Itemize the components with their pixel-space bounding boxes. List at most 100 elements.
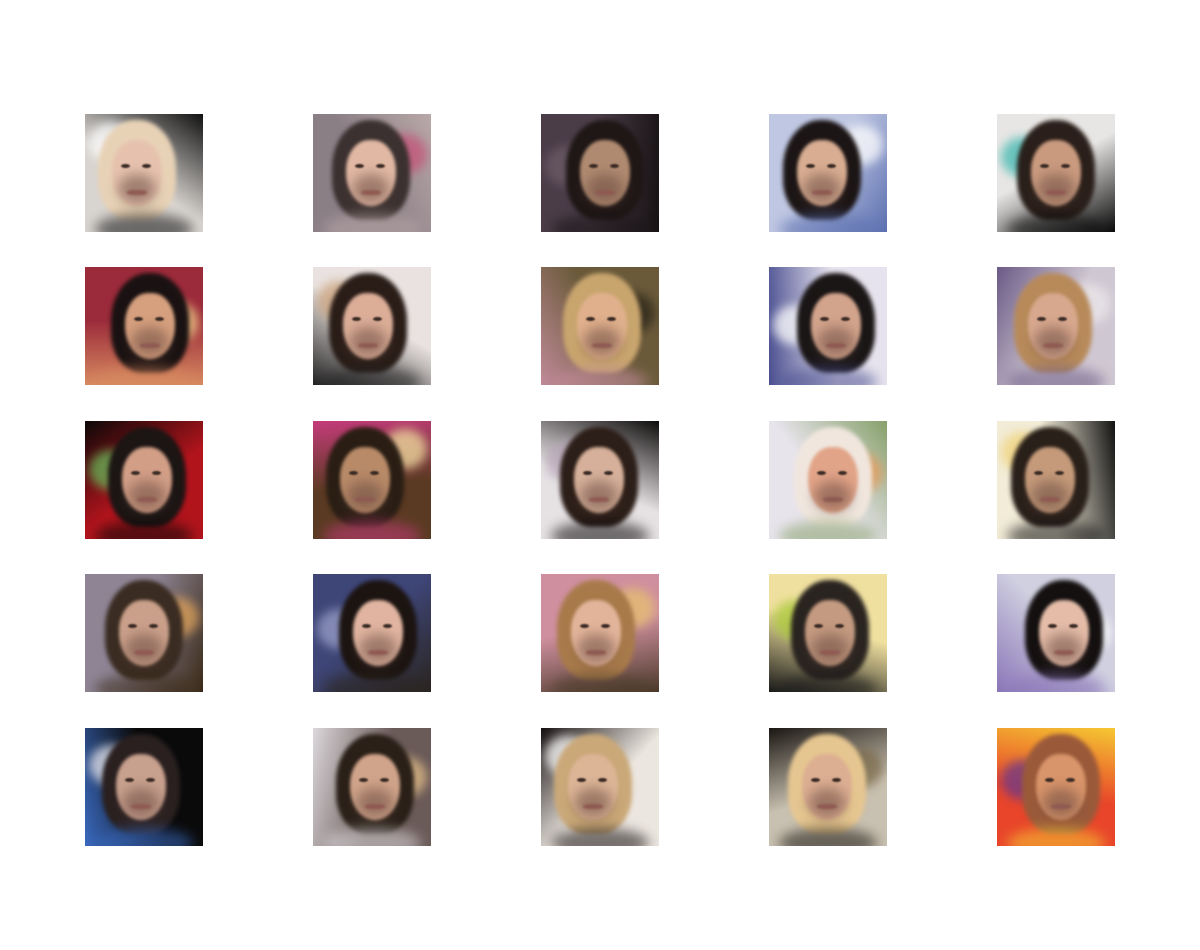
mouth bbox=[594, 190, 615, 195]
face-shadow bbox=[128, 481, 166, 511]
face-shadow bbox=[351, 174, 390, 204]
face-shadow bbox=[810, 634, 849, 664]
shoulders bbox=[779, 367, 877, 385]
mouth bbox=[1050, 804, 1071, 809]
face-shadow bbox=[131, 327, 169, 357]
shoulders bbox=[95, 214, 193, 232]
right-eye bbox=[141, 164, 151, 168]
right-eye bbox=[609, 164, 619, 168]
shoulders bbox=[551, 828, 649, 846]
shoulders bbox=[323, 214, 421, 232]
sample-r5-c4 bbox=[769, 728, 887, 846]
shoulders bbox=[95, 521, 193, 539]
left-eye bbox=[1037, 317, 1046, 321]
left-eye bbox=[359, 778, 368, 782]
left-eye bbox=[354, 164, 364, 168]
mouth bbox=[131, 804, 151, 809]
left-eye bbox=[588, 164, 598, 168]
left-eye bbox=[128, 624, 137, 628]
face-shadow bbox=[803, 174, 841, 204]
mouth bbox=[588, 497, 609, 502]
face-shadow bbox=[579, 481, 618, 511]
left-eye bbox=[351, 317, 361, 321]
mouth bbox=[825, 343, 846, 348]
mouth bbox=[1043, 343, 1063, 348]
face-shadow bbox=[345, 481, 384, 511]
left-eye bbox=[579, 624, 589, 628]
sample-r1-c1 bbox=[85, 114, 203, 232]
right-eye bbox=[1055, 471, 1064, 475]
mouth bbox=[1040, 497, 1060, 502]
mouth bbox=[591, 343, 612, 348]
shoulders bbox=[323, 828, 421, 846]
sample-r2-c5 bbox=[997, 267, 1115, 385]
face-shadow bbox=[1041, 788, 1080, 818]
right-eye bbox=[383, 624, 392, 628]
shoulders bbox=[1007, 367, 1105, 385]
left-eye bbox=[806, 164, 815, 168]
sample-r3-c3 bbox=[541, 421, 659, 539]
mouth bbox=[812, 190, 832, 195]
face-shadow bbox=[1044, 634, 1083, 664]
left-eye bbox=[1034, 471, 1043, 475]
right-eye bbox=[369, 471, 379, 475]
right-eye bbox=[155, 317, 164, 321]
face-shadow bbox=[582, 327, 621, 357]
sample-r4-c4 bbox=[769, 574, 887, 692]
face-shadow bbox=[573, 788, 612, 818]
shoulders bbox=[551, 674, 649, 692]
face-shadow bbox=[813, 481, 852, 511]
sample-r3-c1 bbox=[85, 421, 203, 539]
shoulders bbox=[1007, 828, 1105, 846]
right-eye bbox=[152, 471, 161, 475]
right-eye bbox=[380, 778, 389, 782]
shoulders bbox=[95, 674, 193, 692]
mouth bbox=[582, 804, 603, 809]
mouth bbox=[1046, 190, 1066, 195]
left-eye bbox=[816, 471, 826, 475]
right-eye bbox=[1058, 317, 1067, 321]
face-shadow bbox=[356, 788, 394, 818]
mouth bbox=[819, 650, 840, 655]
left-eye bbox=[813, 624, 823, 628]
face-shadow bbox=[348, 327, 387, 357]
sample-r3-c4 bbox=[769, 421, 887, 539]
sample-r3-c5 bbox=[997, 421, 1115, 539]
mouth bbox=[816, 804, 837, 809]
face-shadow bbox=[816, 327, 855, 357]
sample-r2-c2 bbox=[313, 267, 431, 385]
shoulders bbox=[779, 828, 877, 846]
mouth bbox=[1053, 650, 1074, 655]
shoulders bbox=[1007, 214, 1105, 232]
right-eye bbox=[831, 778, 841, 782]
shoulders bbox=[551, 214, 649, 232]
left-eye bbox=[576, 778, 586, 782]
face-shadow bbox=[1037, 174, 1075, 204]
sample-r3-c2 bbox=[313, 421, 431, 539]
face-shadow bbox=[1031, 481, 1069, 511]
face-shadow bbox=[576, 634, 615, 664]
right-eye bbox=[840, 317, 850, 321]
sample-r2-c1 bbox=[85, 267, 203, 385]
shoulders bbox=[551, 367, 649, 385]
sample-r5-c1 bbox=[85, 728, 203, 846]
right-eye bbox=[1068, 624, 1078, 628]
right-eye bbox=[1061, 164, 1070, 168]
sample-r4-c2 bbox=[313, 574, 431, 692]
shoulders bbox=[95, 828, 193, 846]
sample-r1-c3 bbox=[541, 114, 659, 232]
sample-r1-c5 bbox=[997, 114, 1115, 232]
face-shadow bbox=[125, 634, 163, 664]
shoulders bbox=[779, 674, 877, 692]
left-eye bbox=[120, 164, 130, 168]
sample-r4-c3 bbox=[541, 574, 659, 692]
right-eye bbox=[597, 778, 607, 782]
shoulders bbox=[95, 367, 193, 385]
mouth bbox=[354, 497, 375, 502]
face-shadow bbox=[117, 174, 156, 204]
mouth bbox=[134, 650, 154, 655]
mouth bbox=[357, 343, 378, 348]
mouth bbox=[126, 190, 147, 195]
shoulders bbox=[1007, 674, 1105, 692]
